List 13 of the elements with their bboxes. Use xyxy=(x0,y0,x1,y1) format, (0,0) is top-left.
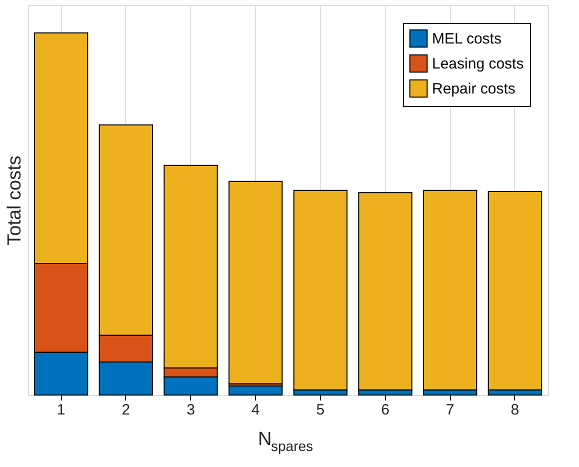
x-tick-label: 1 xyxy=(56,402,66,418)
x-tick-label: 7 xyxy=(446,402,454,418)
x-tick-label: 3 xyxy=(186,402,195,418)
x-tick-label: 4 xyxy=(251,402,260,418)
x-tick-label: 5 xyxy=(316,402,325,418)
legend-label: Repair costs xyxy=(432,80,516,98)
y-axis-title: Total costs xyxy=(4,156,26,246)
bar xyxy=(228,180,283,384)
x-tick-label: 8 xyxy=(510,402,520,418)
legend-label: Leasing costs xyxy=(432,56,524,72)
x-tick-label: 2 xyxy=(122,402,130,418)
x-tick-label: 6 xyxy=(381,402,390,418)
legend-label: MEL costs xyxy=(432,30,502,48)
